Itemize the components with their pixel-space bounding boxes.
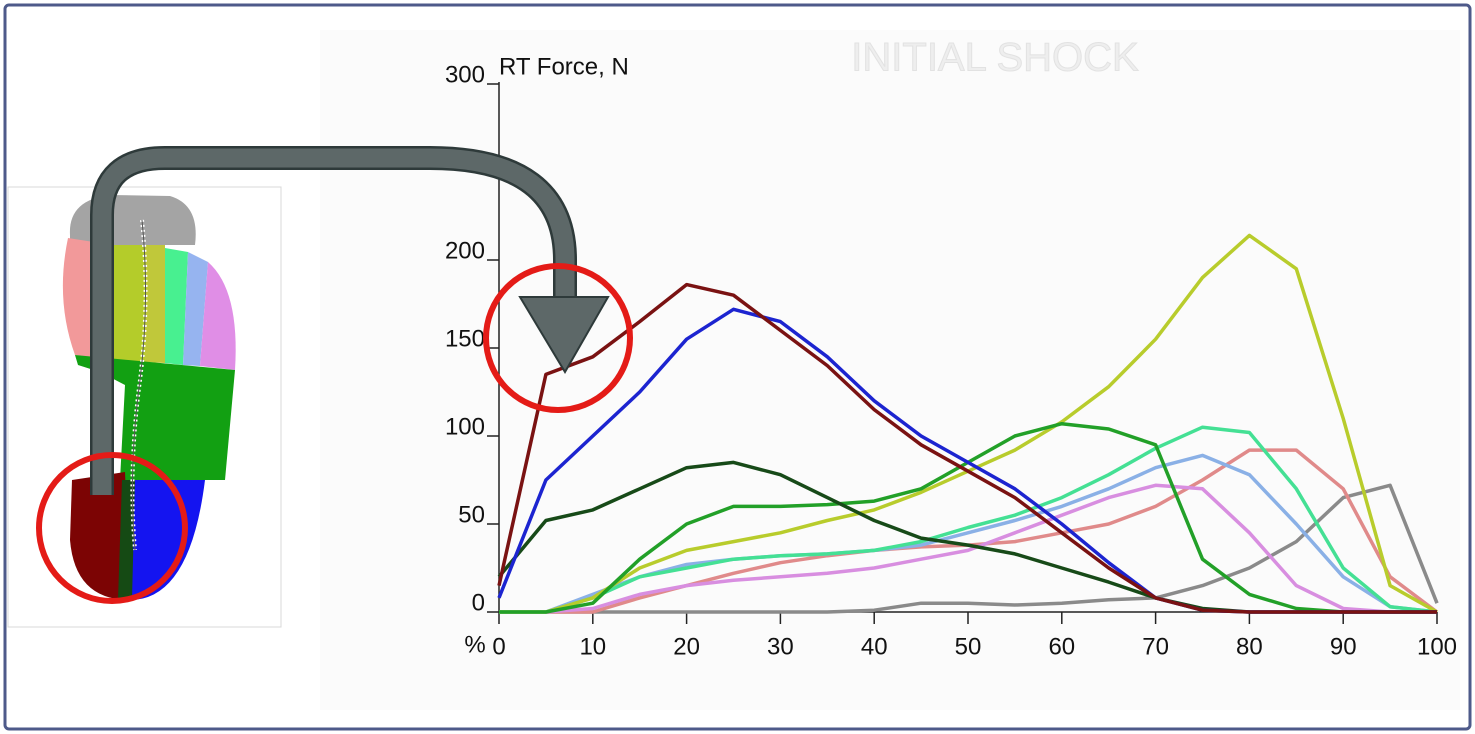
- y-tick-label: 0: [472, 589, 485, 616]
- zone-yellow2: [145, 245, 165, 363]
- y-tick-label: 100: [445, 413, 485, 440]
- x-tick-label: 0: [492, 633, 505, 660]
- x-tick-label: 90: [1330, 633, 1357, 660]
- y-tick-label: 300: [445, 61, 485, 88]
- x-tick-label: 70: [1142, 633, 1169, 660]
- x-tick-label: 40: [861, 633, 888, 660]
- y-axis-title: RT Force, N: [499, 53, 629, 80]
- y-tick-label: 200: [445, 237, 485, 264]
- page: {"chart_data": { "type": "line", "title"…: [0, 0, 1475, 734]
- y-tick-label: 50: [458, 501, 485, 528]
- x-tick-label: 80: [1236, 633, 1263, 660]
- zone-heel-toe: [70, 195, 196, 245]
- zone-yellow: [113, 245, 145, 362]
- x-tick-label: 100: [1417, 633, 1457, 660]
- x-axis-title: %: [464, 631, 485, 658]
- x-tick-label: 50: [955, 633, 982, 660]
- screen: INITIAL SHOCK RT Force, N%05010015020025…: [0, 0, 1475, 734]
- y-tick-label: 150: [445, 325, 485, 352]
- x-tick-label: 10: [579, 633, 606, 660]
- x-tick-label: 30: [767, 633, 794, 660]
- x-tick-label: 20: [673, 633, 700, 660]
- x-tick-label: 60: [1048, 633, 1075, 660]
- watermark: INITIAL SHOCK: [851, 36, 1139, 80]
